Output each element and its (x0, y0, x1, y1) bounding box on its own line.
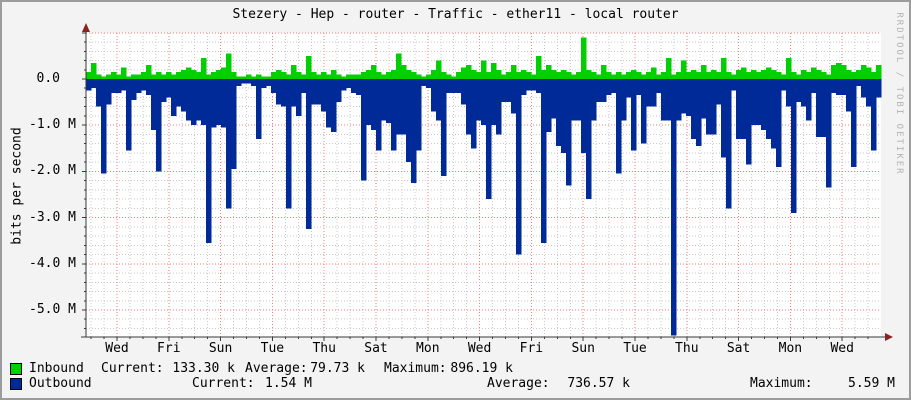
inbound-maximum-label: Maximum: (384, 361, 447, 376)
y-tick-label: -2.0 M (29, 163, 76, 179)
outbound-legend-swatch (10, 378, 22, 390)
inbound-average-label: Average: (245, 361, 308, 376)
inbound-maximum-value: 896.19 k (450, 361, 513, 376)
inbound-legend-swatch (10, 363, 22, 375)
outbound-current-label: Current: (192, 376, 255, 391)
x-tick-label: Fri (157, 341, 181, 356)
x-tick-label: Wed (105, 341, 129, 356)
inbound-legend-label: Inbound (29, 361, 84, 376)
y-tick-label: 0.0 (36, 71, 60, 86)
x-tick-label: Sat (364, 341, 388, 356)
y-tick-label: -3.0 M (29, 209, 76, 225)
graph-title: Stezery - Hep - router - Traffic - ether… (232, 7, 679, 22)
x-tick-label: Mon (416, 341, 440, 356)
y-tick-label: -1.0 M (29, 117, 76, 133)
x-tick-label: Sun (208, 341, 233, 356)
x-tick-label: Fri (519, 341, 544, 356)
outbound-legend-label: Outbound (29, 376, 92, 391)
outbound-average-label: Average: (487, 376, 550, 391)
x-tick-label: Mon (778, 341, 803, 356)
outbound-maximum-label: Maximum: (750, 376, 813, 391)
inbound-current-value: 133.30 k (172, 361, 235, 376)
outbound-current-value: 1.54 M (265, 376, 312, 391)
x-tick-label: Thu (312, 341, 336, 356)
x-tick-label: Sun (571, 341, 595, 356)
x-tick-label: Thu (675, 341, 699, 356)
x-tick-label: Wed (467, 341, 492, 356)
y-tick-label: -5.0 M (29, 302, 76, 317)
inbound-current-label: Current: (101, 361, 164, 376)
x-tick-label: Tue (260, 341, 285, 356)
x-tick-label: Sat (726, 341, 751, 356)
x-tick-label: Wed (830, 341, 854, 356)
y-tick-label: -4.0 M (29, 255, 76, 271)
inbound-average-value: 79.73 k (310, 361, 365, 376)
outbound-average-value: 736.57 k (567, 376, 630, 391)
outbound-maximum-value: 5.59 M (848, 376, 895, 391)
x-tick-label: Tue (623, 341, 647, 356)
